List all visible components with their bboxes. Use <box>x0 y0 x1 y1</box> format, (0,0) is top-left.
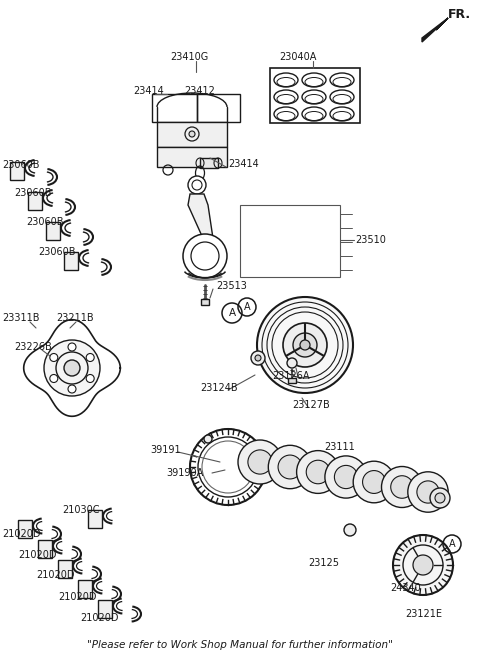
Circle shape <box>183 234 227 278</box>
Circle shape <box>362 470 385 493</box>
Circle shape <box>278 455 302 479</box>
Text: 23040A: 23040A <box>279 52 316 62</box>
Text: 23125: 23125 <box>308 558 339 568</box>
Circle shape <box>413 555 433 575</box>
Bar <box>88 510 102 528</box>
Text: 23060B: 23060B <box>38 247 75 257</box>
Bar <box>28 192 42 210</box>
Circle shape <box>50 375 58 383</box>
Bar <box>58 560 72 578</box>
Text: 23121E: 23121E <box>405 609 442 619</box>
Circle shape <box>188 176 206 194</box>
Bar <box>64 252 78 270</box>
Bar <box>201 299 209 305</box>
Circle shape <box>297 451 339 493</box>
Bar <box>240 205 340 277</box>
Circle shape <box>204 435 212 443</box>
Bar <box>78 580 92 598</box>
Text: 23060B: 23060B <box>26 217 63 227</box>
Text: 23060B: 23060B <box>2 160 39 170</box>
Circle shape <box>306 460 330 484</box>
Text: 21020D: 21020D <box>80 613 119 623</box>
Circle shape <box>408 472 448 512</box>
Circle shape <box>344 524 356 536</box>
Text: 23124B: 23124B <box>200 383 238 393</box>
Text: 21030C: 21030C <box>62 505 99 515</box>
Text: 21020D: 21020D <box>58 592 96 602</box>
Circle shape <box>44 340 100 396</box>
Circle shape <box>255 355 261 361</box>
Text: 21020D: 21020D <box>2 529 40 539</box>
Circle shape <box>257 297 353 393</box>
Text: 23510: 23510 <box>355 235 386 245</box>
Text: 24340: 24340 <box>390 583 421 593</box>
Circle shape <box>238 440 282 484</box>
Circle shape <box>86 375 94 383</box>
Circle shape <box>391 476 413 498</box>
Polygon shape <box>188 194 214 245</box>
Bar <box>288 378 296 383</box>
Text: 23111: 23111 <box>324 442 355 452</box>
Text: 21020D: 21020D <box>36 570 74 580</box>
Text: "Please refer to Work Shop Manual for further information": "Please refer to Work Shop Manual for fu… <box>87 640 393 650</box>
Bar <box>98 600 112 618</box>
Text: 23126A: 23126A <box>272 371 310 381</box>
Text: 23226B: 23226B <box>14 342 52 352</box>
Circle shape <box>325 456 367 498</box>
Circle shape <box>335 466 358 489</box>
Text: 23311B: 23311B <box>2 313 39 323</box>
Circle shape <box>283 323 327 367</box>
Circle shape <box>189 131 195 137</box>
Circle shape <box>300 340 310 350</box>
Text: A: A <box>228 308 236 318</box>
Text: FR.: FR. <box>448 7 471 20</box>
Bar <box>38 540 52 558</box>
Polygon shape <box>422 18 448 42</box>
Text: 23211B: 23211B <box>56 313 94 323</box>
Text: 21020D: 21020D <box>18 550 57 560</box>
Circle shape <box>251 351 265 365</box>
Circle shape <box>287 358 297 368</box>
Bar <box>157 147 227 167</box>
Circle shape <box>293 333 317 357</box>
Circle shape <box>68 385 76 393</box>
Circle shape <box>435 493 445 503</box>
Text: 23410G: 23410G <box>170 52 208 62</box>
Text: 23414: 23414 <box>228 159 259 169</box>
Circle shape <box>268 445 312 489</box>
Circle shape <box>50 354 58 362</box>
Circle shape <box>68 343 76 351</box>
Text: A: A <box>449 539 456 549</box>
Bar <box>157 122 227 147</box>
Text: A: A <box>244 302 250 312</box>
Circle shape <box>64 360 80 376</box>
Text: 23414: 23414 <box>133 86 164 96</box>
Circle shape <box>86 354 94 362</box>
Circle shape <box>382 466 422 508</box>
Text: 23412: 23412 <box>184 86 215 96</box>
Text: 23513: 23513 <box>216 281 247 291</box>
Text: 23127B: 23127B <box>292 400 330 410</box>
Text: 39190A: 39190A <box>166 468 203 478</box>
Circle shape <box>430 488 450 508</box>
Bar <box>270 68 360 123</box>
Text: 23060B: 23060B <box>14 188 51 198</box>
Text: 39191: 39191 <box>150 445 180 455</box>
Bar <box>197 94 240 122</box>
Bar <box>46 222 60 240</box>
Bar <box>18 520 32 538</box>
Circle shape <box>248 450 272 474</box>
Bar <box>152 94 197 122</box>
Circle shape <box>393 535 453 595</box>
Circle shape <box>417 481 439 503</box>
Circle shape <box>353 461 395 503</box>
Bar <box>200 158 218 168</box>
Bar <box>10 162 24 180</box>
